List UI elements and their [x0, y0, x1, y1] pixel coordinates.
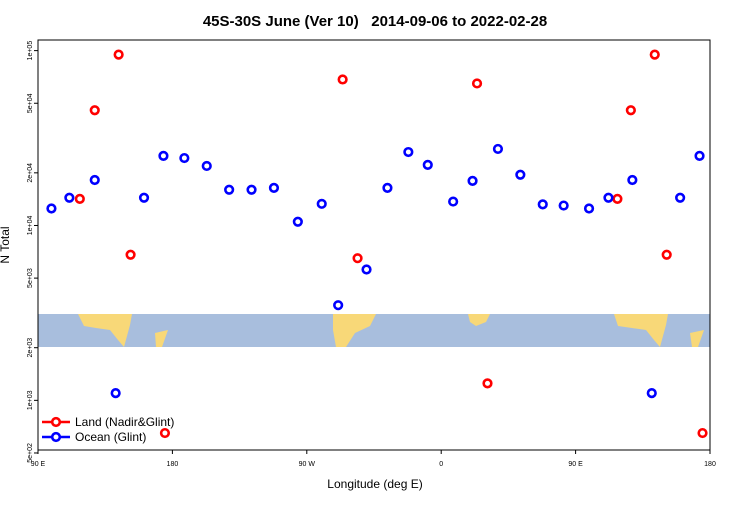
- y-tick-label: 1e+04: [27, 216, 34, 236]
- data-point: [352, 253, 363, 264]
- data-point: [138, 192, 150, 203]
- data-point: [694, 150, 705, 161]
- data-point: [403, 146, 414, 158]
- data-point: [422, 159, 433, 171]
- x-tick-label: 90 E: [568, 461, 583, 468]
- data-point: [74, 193, 85, 204]
- map-strip: [38, 314, 710, 347]
- data-point: [649, 49, 660, 60]
- data-point: [382, 182, 393, 194]
- data-point: [268, 182, 280, 194]
- y-tick-label: 5e+02: [27, 443, 34, 463]
- data-point: [201, 160, 212, 172]
- data-point: [158, 150, 169, 161]
- data-point: [64, 192, 75, 203]
- y-tick-label: 1e+05: [27, 41, 34, 61]
- data-point: [646, 388, 657, 399]
- data-point: [537, 199, 548, 210]
- legend-label: Land (Nadir&Glint): [75, 415, 174, 429]
- y-tick-label: 2e+03: [27, 338, 34, 358]
- x-tick-label: 180: [167, 461, 179, 468]
- data-point: [603, 192, 614, 203]
- x-tick-label: 90 W: [299, 461, 316, 468]
- data-point: [448, 196, 459, 207]
- data-point: [337, 74, 348, 85]
- data-point: [179, 152, 190, 164]
- legend-label: Ocean (Glint): [75, 430, 146, 444]
- data-point: [361, 264, 372, 275]
- data-point: [625, 105, 636, 116]
- legend-marker: [50, 416, 62, 428]
- legend-marker: [50, 431, 62, 443]
- data-point: [125, 249, 136, 260]
- data-point: [292, 216, 303, 227]
- data-point: [627, 174, 638, 186]
- data-point: [224, 184, 235, 195]
- data-point: [113, 49, 124, 60]
- data-point: [482, 378, 493, 389]
- data-point: [467, 175, 478, 186]
- data-point: [583, 203, 595, 214]
- data-point: [558, 200, 569, 211]
- data-point: [515, 169, 526, 180]
- data-point: [492, 143, 504, 155]
- data-point: [46, 203, 57, 214]
- data-point: [333, 300, 344, 311]
- y-tick-label: 2e+04: [27, 163, 34, 183]
- data-point: [246, 184, 257, 195]
- x-tick-label: 0: [439, 461, 443, 468]
- data-point: [89, 105, 100, 116]
- data-point: [159, 427, 171, 439]
- data-point: [110, 388, 121, 399]
- data-point: [316, 198, 327, 209]
- data-point: [675, 192, 686, 203]
- chart-title: 45S-30S June (Ver 10) 2014-09-06 to 2022…: [203, 13, 547, 30]
- data-point: [471, 78, 483, 89]
- data-point: [697, 427, 708, 439]
- data-point: [89, 174, 100, 186]
- y-tick-label: 5e+04: [27, 93, 34, 113]
- y-axis-label: N Total: [0, 226, 12, 263]
- y-tick-label: 5e+03: [27, 268, 34, 288]
- plot-frame: [37, 39, 711, 451]
- x-tick-label: 180: [704, 461, 716, 468]
- x-axis-label: Longitude (deg E): [327, 477, 422, 491]
- x-tick-label: 90 E: [31, 461, 46, 468]
- data-point: [661, 249, 672, 260]
- y-tick-label: 1e+03: [27, 390, 34, 410]
- data-point: [612, 193, 623, 204]
